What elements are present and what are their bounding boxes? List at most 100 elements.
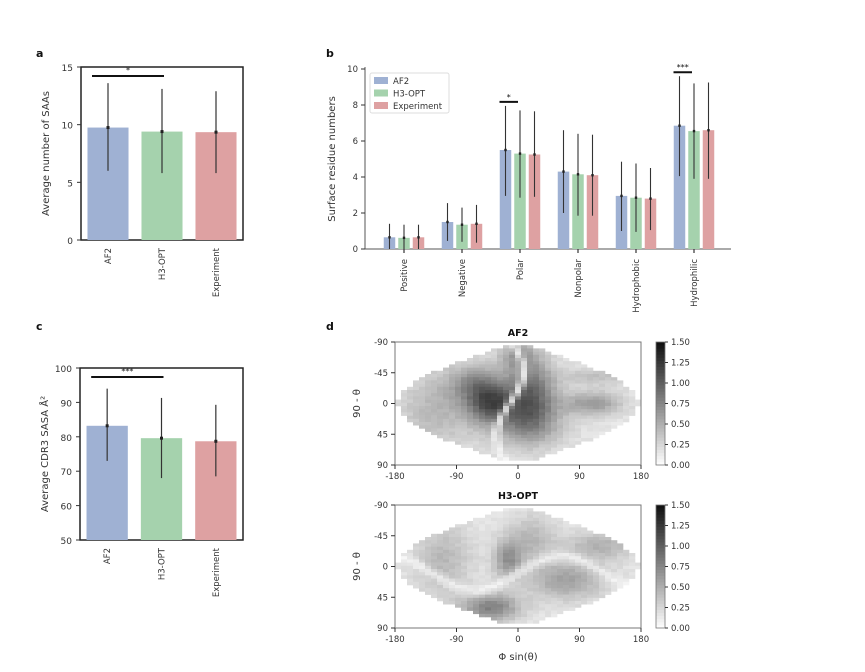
heatmap-cell (515, 441, 522, 445)
heatmap-cell (569, 585, 576, 589)
heatmap-cell (455, 588, 462, 592)
heatmap-cell (413, 412, 420, 416)
heatmap-cell (449, 386, 456, 391)
heatmap-cell (521, 559, 528, 563)
heatmap-cell (545, 374, 552, 378)
heatmap-cell (551, 441, 558, 445)
heatmap-cell (491, 412, 498, 416)
heatmap-cell (557, 415, 564, 420)
panel-label-c: c (36, 320, 43, 333)
heatmap-cell (449, 434, 456, 439)
heatmap-cell (419, 406, 426, 410)
x-tick-label: H3-OPT (158, 247, 168, 280)
heatmap-cell (497, 374, 504, 378)
heatmap-cell (509, 415, 516, 420)
heatmap-cell (557, 578, 564, 583)
heatmap-cell (557, 358, 564, 362)
heatmap-cell (617, 569, 624, 573)
heatmap-cell (581, 533, 588, 538)
heatmap-cell (551, 438, 558, 442)
heatmap-cell (515, 422, 522, 426)
colorbar-step (656, 388, 665, 392)
heatmap-cell (491, 543, 498, 547)
heatmap-cell (503, 380, 510, 384)
heatmap-cell (461, 418, 468, 423)
heatmap-cell (587, 428, 594, 432)
heatmap-cell (527, 396, 534, 400)
heatmap-cell (455, 415, 462, 420)
heatmap-cell (401, 569, 408, 573)
heatmap-cell (533, 537, 540, 541)
heatmap-cell (473, 396, 480, 400)
heatmap-cell (551, 569, 558, 573)
heatmap-cell (527, 428, 534, 432)
heatmap-cell (563, 418, 570, 423)
heatmap-cell (545, 418, 552, 423)
heatmap-cell (551, 367, 558, 372)
heatmap-cell (509, 441, 516, 445)
heatmap-cell (599, 377, 606, 381)
heatmap-cell (485, 565, 492, 570)
heatmap-cell (437, 597, 444, 602)
heatmap-cell (515, 530, 522, 535)
x-tick-label: Polar (516, 259, 526, 281)
colorbar-step (656, 535, 665, 540)
heatmap-cell (629, 396, 636, 400)
heatmap-cell (575, 418, 582, 423)
heatmap-cell (539, 546, 546, 551)
heatmap-cell (593, 422, 600, 426)
colorbar-step (656, 508, 665, 512)
heatmap-cell (527, 585, 534, 589)
heatmap-cell (449, 409, 456, 413)
heatmap-cell (539, 428, 546, 432)
heatmap-cell (485, 527, 492, 531)
heatmap-cell (563, 434, 570, 439)
heatmap-cell (557, 409, 564, 413)
heatmap-cell (497, 607, 504, 611)
heatmap-cell (431, 553, 438, 557)
heatmap-cell (455, 418, 462, 423)
heatmap-cell (443, 578, 450, 583)
heatmap-cell (491, 527, 498, 531)
heatmap-cell (479, 431, 486, 436)
heatmap-cell (629, 562, 636, 567)
heatmap-cell (575, 597, 582, 602)
heatmap-cell (611, 562, 618, 567)
heatmap-cell (545, 380, 552, 384)
heatmap-cell (485, 396, 492, 400)
heatmap-cell (455, 527, 462, 531)
heatmap-cell (617, 549, 624, 554)
y-axis-label: 90 - θ (352, 552, 363, 581)
heatmap-cell (563, 412, 570, 416)
heatmap-cell (509, 422, 516, 426)
heatmap-cell (401, 402, 408, 407)
heatmap-cell (449, 559, 456, 563)
heatmap-cell (575, 559, 582, 563)
heatmap-cell (629, 399, 636, 404)
heatmap-cell (521, 383, 528, 388)
heatmap-cell (401, 412, 408, 416)
heatmap-cell (455, 556, 462, 560)
heatmap-cell (473, 607, 480, 611)
heatmap-cell (437, 565, 444, 570)
heatmap-cell (491, 549, 498, 554)
heatmap-cell (623, 556, 630, 560)
heatmap-cell (407, 396, 414, 400)
heatmap-cell (413, 569, 420, 573)
heatmap-cell (539, 418, 546, 423)
heatmap-cell (509, 597, 516, 602)
heatmap-cell (509, 348, 516, 352)
heatmap-cell (563, 553, 570, 557)
heatmap-cell (509, 412, 516, 416)
heatmap-cell (617, 581, 624, 586)
heatmap-cell (491, 374, 498, 378)
colorbar-step (656, 357, 665, 361)
heatmap-cell (605, 380, 612, 384)
heatmap-cell (479, 367, 486, 372)
heatmap-cell (581, 549, 588, 554)
heatmap-cell (503, 441, 510, 445)
heatmap-cell (593, 418, 600, 423)
heatmap-cell (431, 581, 438, 586)
